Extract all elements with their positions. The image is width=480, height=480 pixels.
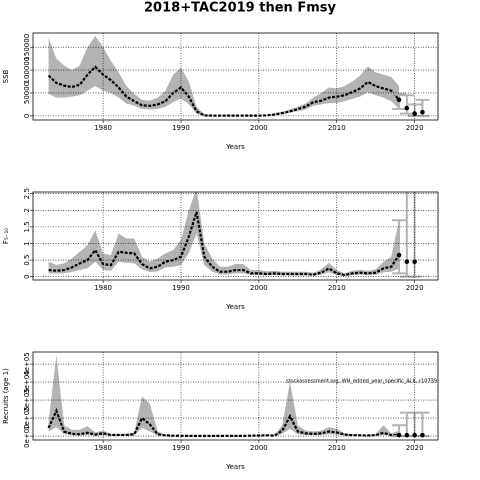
y-tick-label: 0.5 — [23, 255, 31, 266]
y-axis-label: SSB — [2, 69, 10, 83]
axes-frame — [32, 351, 439, 441]
x-tick-label: 2020 — [406, 444, 424, 452]
y-tick-label: 1 — [23, 241, 31, 245]
x-tick-label: 2010 — [328, 284, 346, 292]
plot-area — [47, 355, 430, 438]
projection-point — [396, 252, 402, 258]
axes-frame — [32, 191, 439, 281]
projection-point — [396, 432, 402, 438]
y-tick-label: 2 — [23, 208, 31, 212]
y-tick-label: 0 — [23, 274, 31, 278]
x-tick-label: 1980 — [94, 284, 112, 292]
x-tick-label: 2020 — [406, 124, 424, 132]
y-axis-label: Recruits (age 1) — [2, 368, 10, 424]
y-tick-label: 2.5 — [23, 188, 31, 199]
axes-frame — [32, 32, 439, 121]
projection-point — [404, 432, 410, 438]
projection-point — [404, 105, 410, 111]
estimate-line — [48, 211, 400, 277]
plot-area — [47, 35, 430, 117]
confidence-band — [48, 192, 400, 277]
figure-title: 2018+TAC2019 then Fmsy — [144, 1, 336, 16]
x-tick-label: 2010 — [328, 444, 346, 452]
y-tick-label: 3e+05 — [23, 370, 31, 394]
y-tick-label: 0 — [23, 114, 31, 118]
y-tick-label: 100000 — [23, 57, 31, 84]
y-tick-label: 150000 — [23, 34, 31, 61]
confidence-band — [48, 355, 400, 436]
x-axis-label: Years — [225, 303, 245, 311]
x-tick-label: 2010 — [328, 124, 346, 132]
y-tick-label: 2e+05 — [23, 388, 31, 412]
x-axis-label: Years — [225, 463, 245, 471]
x-tick-label: 2000 — [250, 444, 268, 452]
y-tick-label: 1.5 — [23, 221, 31, 232]
x-tick-label: 1980 — [94, 444, 112, 452]
projection-point — [412, 259, 417, 265]
projection-point — [420, 109, 425, 115]
projection-point — [396, 97, 402, 103]
x-axis-label: Years — [225, 143, 245, 151]
y-axis-label: F₅₋₁₀ — [2, 228, 10, 244]
plot-area — [48, 192, 422, 278]
y-tick-label: 4e+05 — [23, 352, 31, 376]
x-tick-label: 1980 — [94, 124, 112, 132]
x-tick-label: 2000 — [250, 124, 268, 132]
annotation: stockassessment.org, WH_edited_year_spec… — [286, 379, 437, 385]
x-tick-label: 2000 — [250, 284, 268, 292]
projection-point — [404, 259, 410, 265]
y-tick-label: 50000 — [23, 82, 31, 104]
y-tick-label: 1e+05 — [23, 406, 31, 430]
x-tick-label: 1990 — [172, 444, 190, 452]
confidence-band — [48, 35, 400, 116]
projection-point — [420, 432, 425, 438]
y-tick-label: 0e+00 — [23, 424, 31, 448]
x-tick-label: 1990 — [172, 124, 190, 132]
x-tick-label: 2020 — [406, 284, 424, 292]
x-tick-label: 1990 — [172, 284, 190, 292]
